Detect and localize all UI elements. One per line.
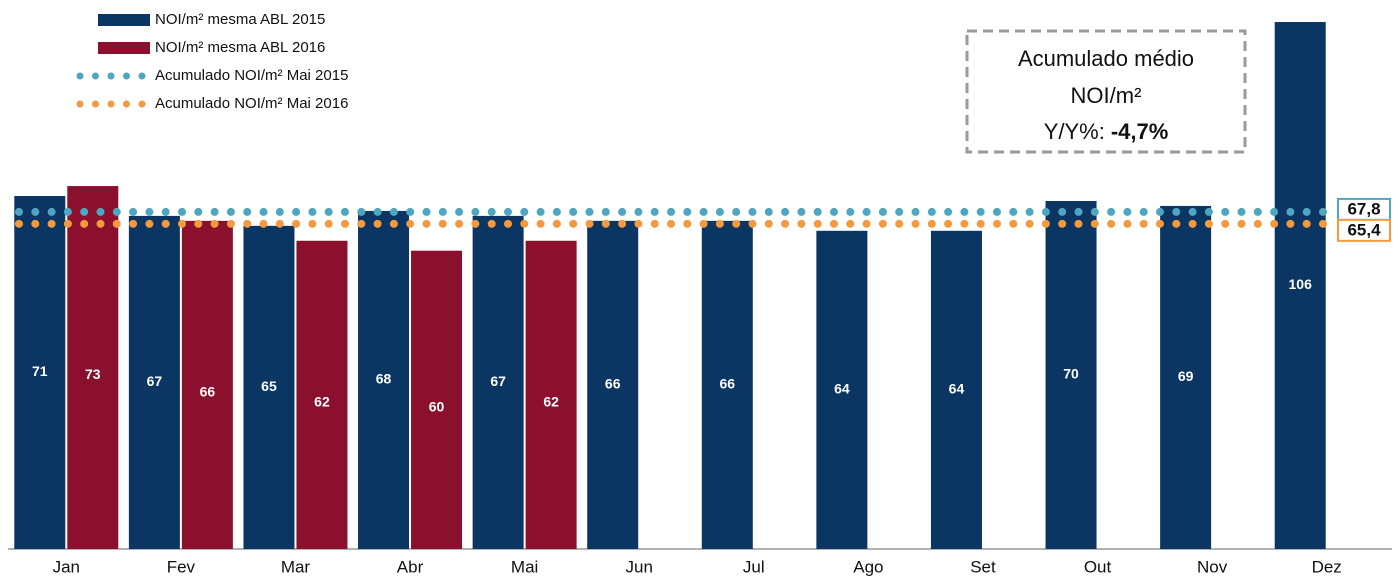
- data-label: 73: [85, 366, 101, 382]
- bar: [296, 240, 348, 550]
- data-label: 60: [429, 399, 445, 415]
- legend-label: Acumulado NOI/m² Mai 2015: [155, 67, 348, 84]
- data-label: 62: [543, 394, 559, 410]
- bar: [1274, 22, 1326, 549]
- x-tick-label: Mai: [511, 557, 538, 576]
- annotation-box: [965, 29, 1247, 154]
- data-label: 64: [834, 381, 850, 397]
- bar: [587, 220, 639, 549]
- data-label: 66: [720, 376, 736, 392]
- reference-label-box: [1337, 218, 1391, 242]
- data-label: 68: [376, 371, 392, 387]
- reference-label: 67,8: [1347, 199, 1380, 218]
- bar: [128, 215, 180, 549]
- bar: [411, 250, 463, 549]
- data-label: 69: [1178, 368, 1194, 384]
- annotation-highlight: -4,7%: [1111, 119, 1168, 144]
- data-label: 66: [605, 376, 621, 392]
- x-tick-label: Ago: [853, 557, 883, 576]
- data-label: 106: [1289, 276, 1313, 292]
- annotation-prefix: Y/Y%:: [1044, 119, 1105, 144]
- data-label: 71: [32, 363, 48, 379]
- x-tick-label: Dez: [1312, 557, 1342, 576]
- legend-label: NOI/m² mesma ABL 2015: [155, 11, 325, 28]
- bar: [67, 186, 119, 549]
- reference-label: 65,4: [1347, 220, 1381, 239]
- bar: [14, 196, 66, 549]
- x-tick-label: Out: [1084, 557, 1112, 576]
- x-tick-label: Jan: [53, 557, 80, 576]
- bar: [816, 230, 868, 549]
- data-label: 66: [200, 384, 216, 400]
- data-label: 67: [490, 373, 506, 389]
- x-tick-label: Abr: [397, 557, 424, 576]
- bar: [472, 215, 524, 549]
- bar: [1160, 205, 1212, 550]
- legend-swatch: [98, 42, 150, 54]
- data-label: 65: [261, 378, 277, 394]
- annotation-line: Y/Y%: -4,7%: [1044, 119, 1169, 144]
- x-tick-label: Jul: [743, 557, 765, 576]
- data-label: 67: [147, 373, 163, 389]
- annotation-line: Acumulado médio: [1018, 46, 1194, 71]
- legend-swatch: [98, 14, 150, 26]
- x-tick-label: Mar: [281, 557, 311, 576]
- bar: [525, 240, 577, 550]
- bar: [358, 210, 410, 549]
- bar: [243, 225, 295, 549]
- legend-label: NOI/m² mesma ABL 2016: [155, 39, 325, 56]
- x-tick-label: Jun: [625, 557, 652, 576]
- annotation-line: NOI/m²: [1071, 83, 1142, 108]
- x-tick-label: Set: [970, 557, 996, 576]
- legend-label: Acumulado NOI/m² Mai 2016: [155, 95, 348, 112]
- x-tick-label: Nov: [1197, 557, 1228, 576]
- bar: [930, 230, 982, 549]
- bar: [1045, 200, 1097, 549]
- bar: [181, 220, 233, 549]
- data-label: 70: [1063, 366, 1079, 382]
- data-label: 62: [314, 394, 330, 410]
- data-label: 64: [949, 381, 965, 397]
- bar: [701, 220, 753, 549]
- x-tick-label: Fev: [167, 557, 196, 576]
